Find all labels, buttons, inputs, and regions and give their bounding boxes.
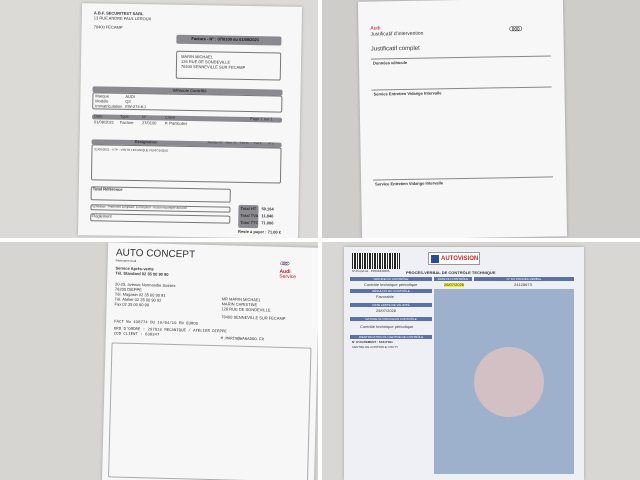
client-street: 126 RUE DE SONDEVILLE — [221, 306, 271, 313]
date-label: DATE DU CONTRÔLE — [434, 277, 472, 281]
justificatif-paper: Audi Justificatif d'intervention ○○○○ Ju… — [357, 0, 568, 238]
auto-concept-paper: AUTO CONCEPT Partenaire Audi Service Apr… — [101, 242, 318, 480]
invoice-paper: A.B.F. SECURITEST SARL 13 RUE ANDRE PAUL… — [77, 3, 303, 238]
col-tva-pct: TVA % — [239, 140, 249, 146]
watermark-car-icon — [474, 347, 544, 417]
reglement-label: Règlement — [92, 213, 112, 219]
audi-rings-logo: ○○○○ — [279, 258, 288, 268]
section-service: Service Entretien Vidange Intervalle — [373, 90, 442, 97]
col-type: Type — [120, 113, 129, 119]
total-ref-label: Total Référence — [92, 186, 123, 192]
invoice-number: FACT No 438774 DU 19/04/19 EN EUROS — [114, 320, 199, 327]
divider — [373, 176, 554, 181]
total-tva-label: Total TVA — [240, 212, 259, 219]
section-vehicle-data: Données véhicule — [372, 59, 408, 66]
company-address: 13 RUE ANDRE PAUL LEROUX — [93, 15, 152, 22]
photo-audi-justificatif: Audi Justificatif d'intervention ○○○○ Ju… — [322, 0, 640, 238]
center-label: IDENTIFICATION DU CENTRE DE CONTRÔLE — [350, 335, 432, 339]
pv-title: PROCÈS-VERBAL DE CONTRÔLE TECHNIQUE — [406, 270, 496, 275]
audi-rings-logo: ○○○○ — [508, 23, 520, 36]
vehicle-field-label: Immatriculation — [95, 103, 123, 109]
next-control-value: Contrôle technique périodique — [360, 324, 414, 329]
section-service-2: Service Entretien Vidange Intervalle — [375, 180, 444, 187]
pv-number-label: N° DU PROCÈS-VERBAL — [474, 277, 574, 281]
center-name: CENTRE DE CONTROLE COUTY — [352, 345, 399, 349]
barcode — [352, 253, 400, 269]
vehicle-box — [92, 92, 283, 113]
row-number: 27/0100 — [141, 120, 157, 126]
result-value: Favorable — [376, 294, 394, 299]
photo-auto-concept-invoice: AUTO CONCEPT Partenaire Audi Service Apr… — [0, 242, 318, 480]
company-city: 76400 FECAMP — [93, 24, 123, 30]
col-date: Date — [94, 113, 103, 119]
row-type: Facture — [119, 119, 134, 126]
brand-name: AUTOVISION — [441, 256, 479, 262]
nature-label: NATURE DU CONTRÔLE — [350, 277, 432, 281]
vehicle-header: Véhicule Contrôlé — [172, 87, 207, 94]
divider — [371, 86, 552, 91]
doc-subtitle: Justificatif d'intervention — [370, 30, 424, 38]
col-number: N° — [142, 114, 147, 120]
col-remise: Remise HT — [207, 140, 223, 145]
divider — [370, 55, 551, 60]
nature-value: Contrôle technique périodique — [364, 282, 418, 287]
client-code: COD CLIENT : 630347 — [113, 332, 160, 338]
date-value-highlighted: 26/07/2026 — [444, 282, 465, 287]
row-client: P. Particulier — [164, 120, 188, 126]
col-rem-pct: Rem. % — [225, 140, 237, 145]
pv-paper: N°d'imprimé : P2501843605 AUTOVISION PRO… — [344, 247, 584, 480]
center-agrement: N° D'AGREMENT : S041T091 — [352, 340, 393, 344]
col-tva: TVA € — [253, 141, 262, 146]
doc-title: Justificatif complet — [370, 45, 420, 53]
autovision-logo: AUTOVISION — [428, 252, 480, 265]
total-ht-label: Total HT — [240, 205, 257, 212]
col-page: Page 1 sur 1 — [250, 116, 273, 122]
row-date: 01/09/2021 — [93, 119, 115, 125]
client-city: 76400 SENNEVILLE SUR FECAMP — [221, 314, 286, 321]
contact-fax: Fax 02 35 00 90 99 — [114, 301, 150, 308]
form-number: N°d'imprimé : P2501843605 — [352, 269, 390, 273]
total-ht-value: 59.164 — [261, 206, 274, 212]
total-tva-value: 11.846 — [261, 213, 274, 219]
col-client: Client — [165, 114, 176, 120]
validity-value: 25/07/2026 — [376, 308, 397, 313]
next-control-label: NATURE DU PROCHAIN CONTRÔLE — [350, 317, 432, 321]
designation-header: Désignation — [134, 139, 158, 145]
total-ttc-label: Total TTC — [240, 219, 259, 226]
company-sub: Partenaire Audi — [115, 258, 137, 264]
audi-service: Service — [279, 273, 297, 281]
pv-number: 24128673 — [514, 282, 532, 287]
invoice-lines-table — [108, 342, 312, 480]
vehicle-field-value: EW-274-KJ — [125, 103, 146, 110]
amount-due: Reste à payer : 71.00 € — [238, 228, 282, 235]
photo-invoice-securitest: A.B.F. SECURITEST SARL 13 RUE ANDRE PAUL… — [0, 0, 318, 238]
col-ht: HT € — [267, 141, 275, 146]
client-email: M.MARIN@WANADOO.FR — [220, 337, 264, 343]
phone-standard: Tél. Standard 02 35 00 90 90 — [115, 270, 169, 277]
photo-autovision-pv: N°d'imprimé : P2501843605 AUTOVISION PRO… — [322, 242, 640, 480]
total-ttc-value: 71.006 — [261, 220, 274, 226]
validity-label: DATE LIMITE DE VALIDITÉ — [350, 303, 432, 307]
result-label: RÉSULTAT DU CONTRÔLE — [350, 289, 432, 293]
logo-icon — [431, 255, 439, 263]
